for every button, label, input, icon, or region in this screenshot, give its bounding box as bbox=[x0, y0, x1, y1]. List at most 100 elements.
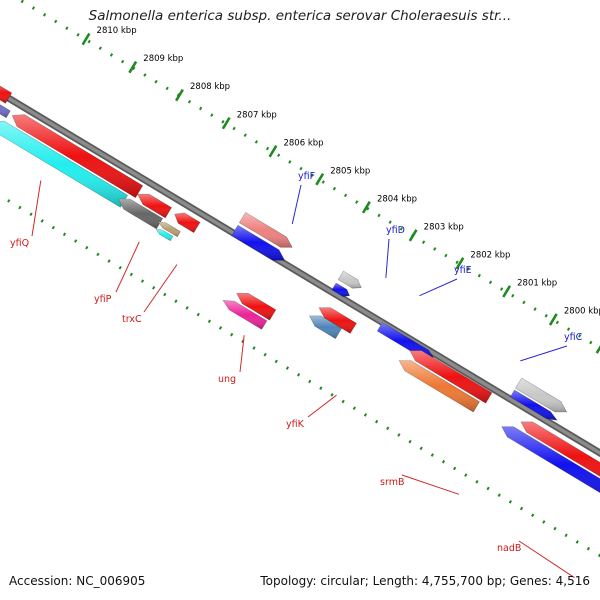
gene-label-leader bbox=[239, 335, 245, 373]
gene-feature bbox=[136, 193, 172, 219]
gene-feature-sheen bbox=[158, 221, 181, 237]
scale-tick-label: 2800 kbp bbox=[564, 307, 600, 317]
gene-feature-sheen bbox=[501, 426, 600, 493]
gene-label-leader bbox=[520, 345, 568, 362]
scale-tick-label: 2809 kbp bbox=[143, 54, 183, 64]
gene-label-leader bbox=[307, 394, 337, 418]
gene-feature-sheen bbox=[309, 315, 342, 339]
gene-feature-sheen bbox=[515, 378, 567, 412]
scale-tick bbox=[128, 60, 138, 74]
gene-feature bbox=[231, 224, 286, 261]
gene-feature-sheen bbox=[0, 85, 12, 104]
feature-layer bbox=[0, 85, 600, 493]
gene-feature bbox=[0, 85, 13, 104]
gene-feature bbox=[501, 426, 600, 493]
gene-feature bbox=[11, 114, 144, 199]
gene-label-ung: ung bbox=[218, 374, 236, 385]
gene-label-yfid: yfiD bbox=[386, 225, 405, 236]
scale-tick bbox=[221, 116, 231, 130]
gene-feature-sheen bbox=[236, 293, 276, 321]
gene-feature-sheen bbox=[231, 225, 285, 261]
gene-feature bbox=[117, 198, 164, 230]
gene-label-nadb: nadB bbox=[497, 543, 521, 554]
scale-tick bbox=[315, 173, 325, 186]
gene-label-yfic: yfiC bbox=[564, 332, 583, 343]
gene-label-leader bbox=[385, 238, 390, 278]
scale-tick bbox=[595, 345, 600, 354]
gene-feature bbox=[155, 228, 174, 242]
gene-feature bbox=[515, 377, 568, 413]
gene-feature-sheen bbox=[12, 114, 143, 198]
scale-tick-label: 2810 kbp bbox=[97, 26, 137, 36]
map-title: Salmonella enterica subsp. enterica sero… bbox=[88, 8, 512, 24]
gene-feature-sheen bbox=[377, 322, 435, 360]
gene-label-leader bbox=[518, 540, 575, 579]
gene-feature-sheen bbox=[521, 421, 600, 477]
gene-label-srmb: srmB bbox=[380, 477, 404, 488]
gene-feature-sheen bbox=[156, 229, 173, 241]
scale-tick-label: 2805 kbp bbox=[330, 166, 370, 176]
genome-backbone bbox=[0, 90, 600, 456]
scale-tick bbox=[268, 144, 278, 158]
gene-feature bbox=[318, 307, 357, 334]
scale-tick-label: 2802 kbp bbox=[470, 250, 510, 260]
gene-feature bbox=[157, 221, 181, 238]
gene-feature bbox=[0, 104, 11, 119]
gene-feature bbox=[174, 212, 201, 234]
scale-tick bbox=[455, 257, 465, 270]
gene-feature-sheen bbox=[137, 194, 172, 218]
genome-summary-text: Topology: circular; Length: 4,755,700 bp… bbox=[260, 574, 590, 588]
scale-tick bbox=[81, 32, 91, 46]
gene-feature-sheen bbox=[0, 104, 11, 118]
gene-feature bbox=[331, 282, 350, 297]
gene-feature bbox=[337, 270, 362, 289]
gene-feature bbox=[222, 299, 268, 330]
scale-tick bbox=[502, 285, 512, 298]
gene-feature bbox=[520, 421, 600, 477]
gene-feature-sheen bbox=[174, 212, 200, 233]
gene-label-leader bbox=[31, 180, 42, 237]
accession-text: Accession: NC_006905 bbox=[9, 574, 146, 588]
gene-label-yfip: yfiP bbox=[94, 294, 112, 305]
scale-tick bbox=[175, 88, 184, 102]
gene-feature bbox=[308, 315, 343, 340]
scale-tick-label: 2803 kbp bbox=[424, 222, 464, 232]
gene-feature-sheen bbox=[409, 350, 492, 404]
scale-tick bbox=[408, 229, 418, 242]
gene-feature bbox=[398, 360, 480, 413]
outer-scale-ring bbox=[17, 0, 600, 350]
scale-tick bbox=[548, 313, 558, 326]
gene-label-layer: yfiF yfiD yfiE yfiC yfiQ yfiP trxC ung yfiK srmB n… bbox=[10, 171, 583, 579]
gene-feature-sheen bbox=[510, 390, 557, 421]
gene-label-leader bbox=[291, 184, 302, 225]
gene-feature bbox=[509, 389, 558, 421]
gene-feature bbox=[236, 292, 277, 321]
scale-tick-label: 2807 kbp bbox=[237, 110, 277, 120]
gene-feature-sheen bbox=[319, 307, 357, 334]
gene-feature bbox=[0, 120, 129, 208]
scale-tick-label: 2801 kbp bbox=[517, 279, 557, 289]
gene-feature-sheen bbox=[0, 121, 128, 208]
gene-label-yfik: yfiK bbox=[286, 419, 305, 430]
gene-feature-sheen bbox=[332, 283, 350, 297]
gene-label-trxc: trxC bbox=[122, 314, 142, 325]
gene-label-leader bbox=[143, 264, 178, 313]
gene-feature bbox=[238, 211, 293, 248]
gene-label-leader bbox=[115, 241, 140, 293]
gene-feature-sheen bbox=[338, 271, 362, 289]
gene-feature-sheen bbox=[223, 300, 267, 330]
scale-tick-label: 2806 kbp bbox=[283, 138, 323, 148]
gene-feature-sheen bbox=[118, 199, 163, 229]
scale-tick bbox=[361, 201, 371, 214]
scale-tick-label: 2804 kbp bbox=[377, 194, 417, 204]
scale-tick-label: 2808 kbp bbox=[190, 82, 230, 92]
gene-label-yfiq: yfiQ bbox=[10, 238, 29, 249]
gene-feature-sheen bbox=[399, 360, 480, 412]
gene-feature-sheen bbox=[239, 212, 293, 248]
gene-label-leader bbox=[401, 474, 460, 495]
gene-label-leader bbox=[419, 278, 458, 297]
gene-label-yfie: yfiE bbox=[454, 265, 472, 276]
gene-feature bbox=[409, 350, 493, 404]
